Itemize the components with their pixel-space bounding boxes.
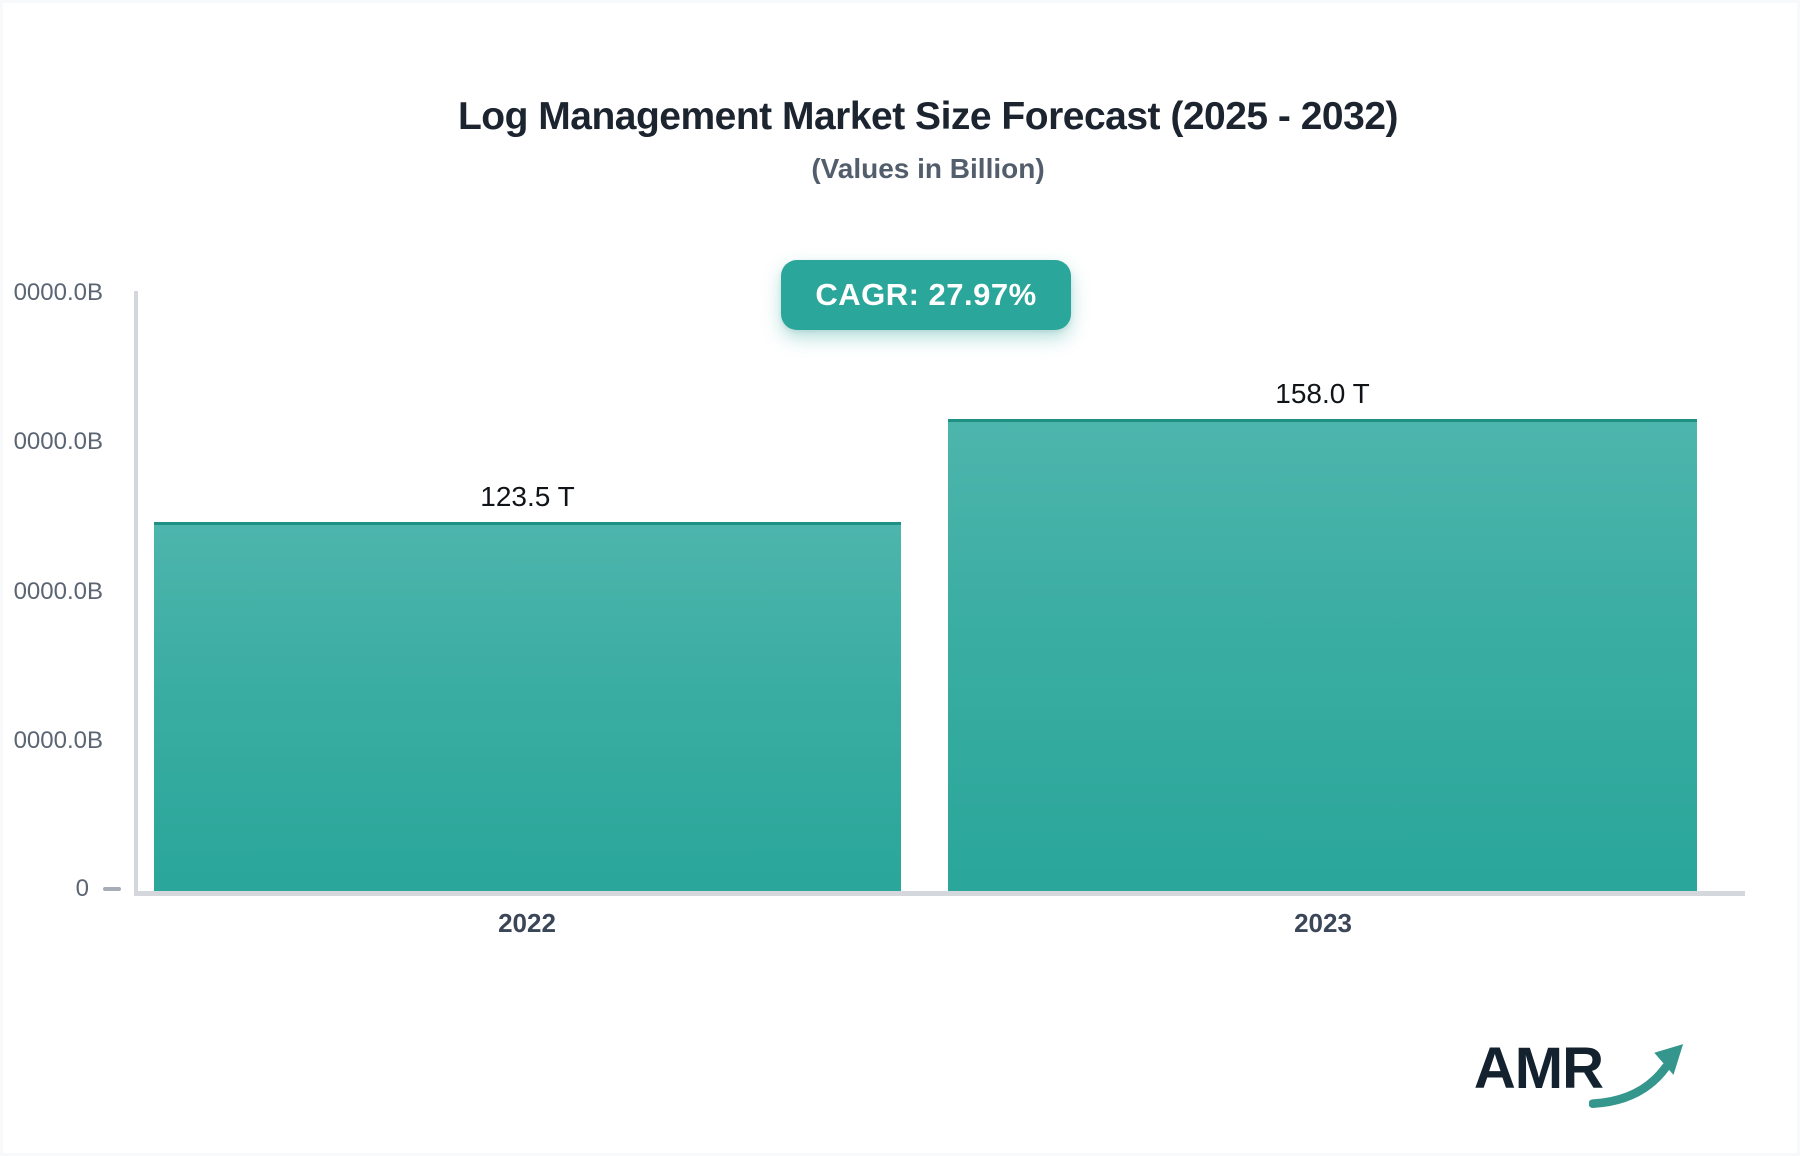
x-tick-label-2023: 2023 (1294, 908, 1352, 938)
y-tick-label: 0000.0B (13, 578, 103, 605)
amr-logo: AMR (1473, 1032, 1685, 1108)
y-axis-line (134, 291, 138, 895)
y-axis-zero-tick-mark (103, 887, 121, 891)
y-tick-label: 0000.0B (13, 279, 103, 306)
cagr-badge-label: CAGR: 27.97% (815, 277, 1037, 312)
y-tick-label-zero: 0 (75, 875, 89, 902)
plot-area: 123.5 T 158.0 T (138, 293, 1745, 891)
x-tick-label-2022: 2022 (498, 908, 556, 938)
bar-2022: 123.5 T (154, 481, 901, 891)
y-tick-label: 0000.0B (13, 727, 103, 754)
chart-subtitle: (Values in Billion) (811, 153, 1045, 184)
amr-logo-text: AMR (1473, 1035, 1604, 1101)
chart-title: Log Management Market Size Forecast (202… (457, 95, 1399, 138)
bar-value-label-2022: 123.5 T (480, 481, 575, 512)
cagr-badge: CAGR: 27.97% (781, 260, 1071, 330)
chart-header: Log Management Market Size Forecast (202… (3, 95, 1797, 185)
y-tick-label: 0000.0B (13, 428, 103, 455)
x-axis-line (134, 891, 1745, 896)
growth-arrow-icon (1588, 1032, 1685, 1117)
bar-value-label-2023: 158.0 T (1275, 378, 1370, 409)
bar-2023: 158.0 T (948, 378, 1697, 891)
